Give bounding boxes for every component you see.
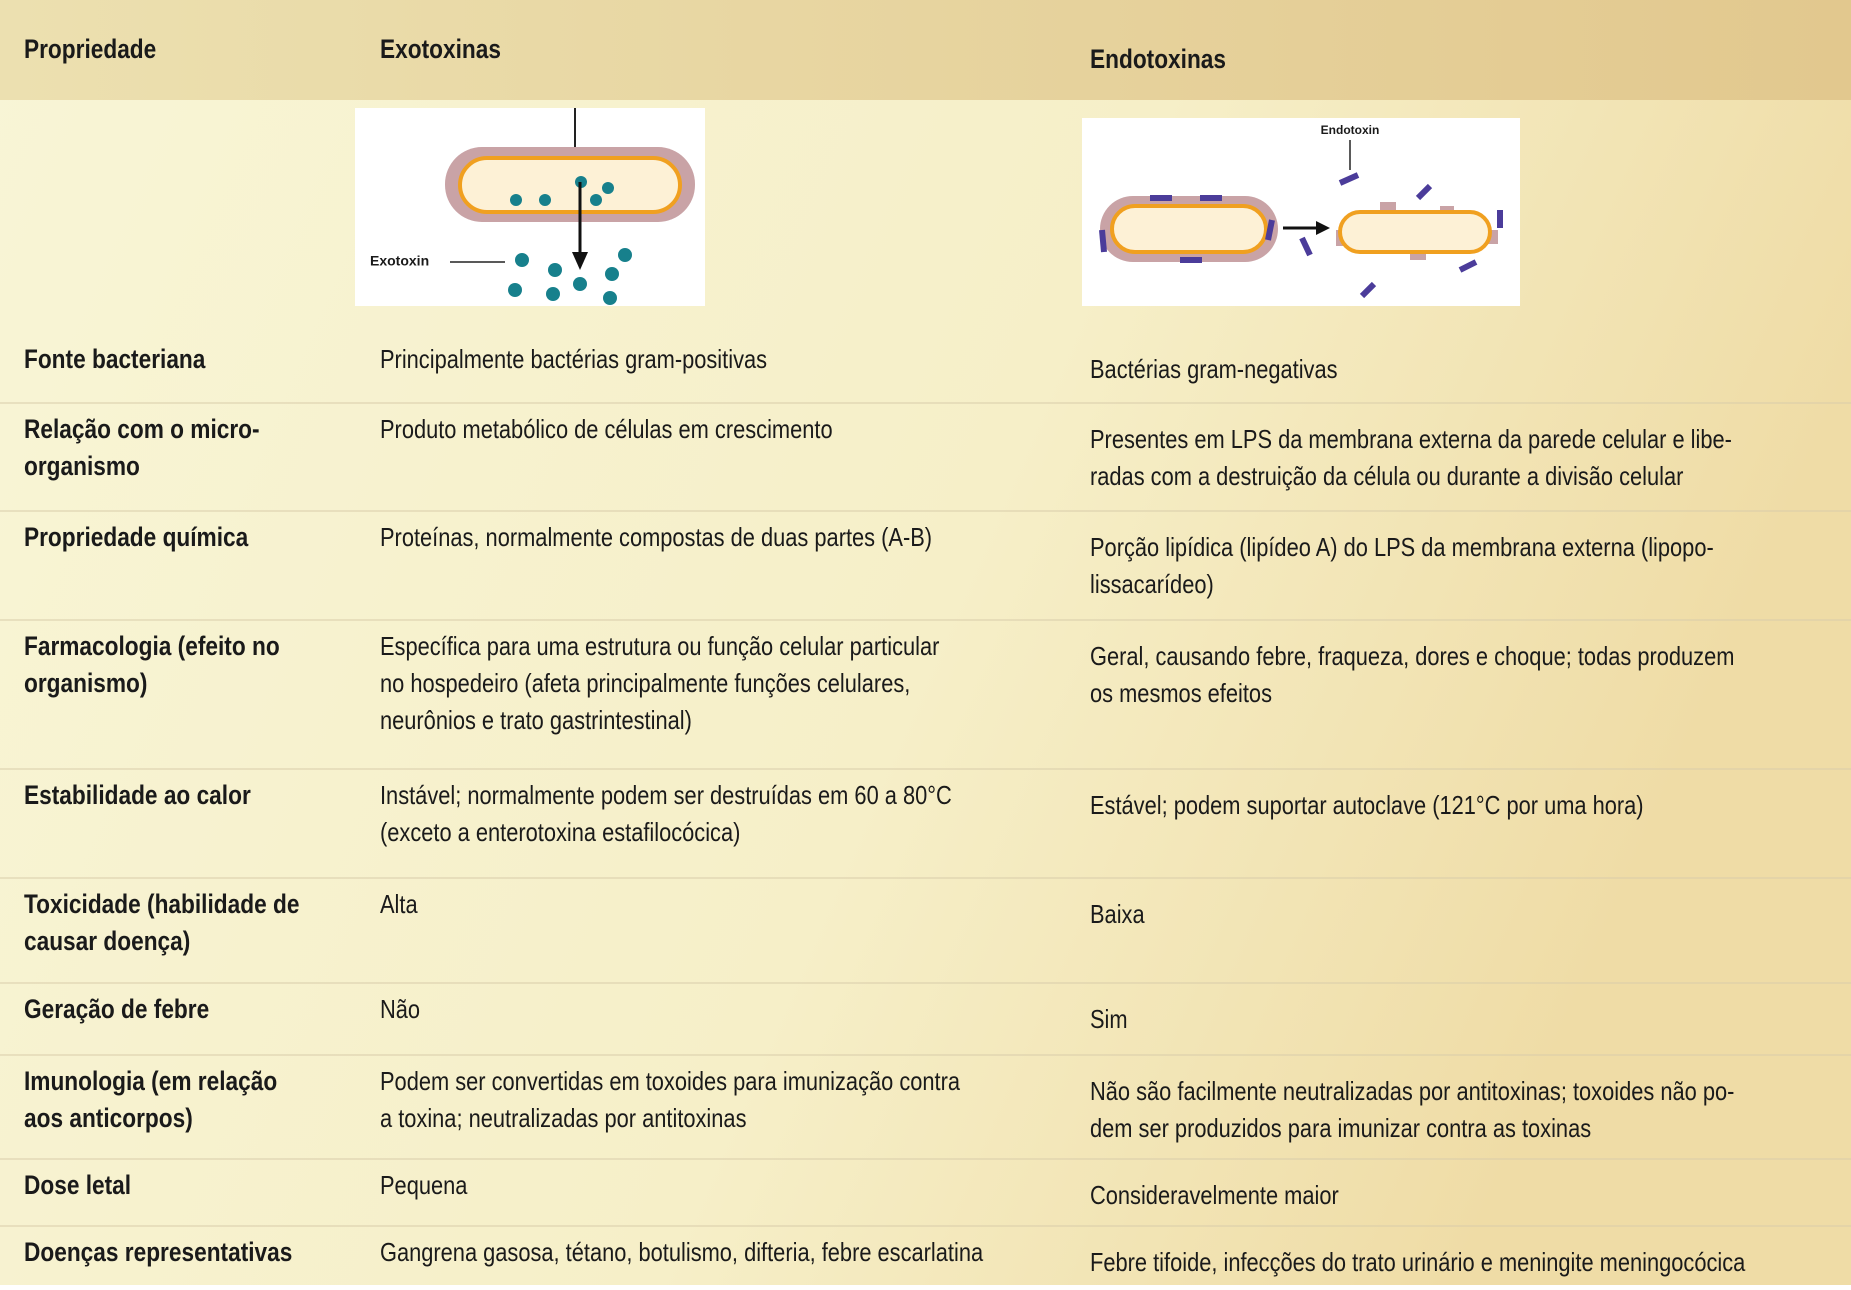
cell-text: (exceto a enterotoxina estafilocócica)	[380, 818, 740, 847]
table-text: Propriedade Exotoxinas Endotoxinas Fonte ba…	[24, 34, 1746, 1277]
cell-text: Instável; normalmente podem ser destruíd…	[380, 781, 952, 810]
row-label: Imunologia (em relação	[24, 1066, 277, 1096]
cell-text: Proteínas, normalmente compostas de duas…	[380, 523, 932, 552]
cell-text: Específica para uma estrutura ou função …	[380, 632, 939, 661]
row-label: Geração de febre	[24, 994, 209, 1024]
cell-text: Geral, causando febre, fraqueza, dores e…	[1090, 642, 1734, 671]
row-label: Farmacologia (efeito no	[24, 631, 280, 661]
row-label: Dose letal	[24, 1170, 131, 1200]
endotoxin-figure: Endotoxin	[1082, 118, 1520, 306]
cell-text: Sim	[1090, 1005, 1128, 1034]
cell-text: Não	[380, 995, 420, 1024]
column-header: Exotoxinas	[380, 34, 501, 64]
row-label: Estabilidade ao calor	[24, 780, 251, 810]
cell-text: Consideravelmente maior	[1090, 1181, 1339, 1210]
cell-text: os mesmos efeitos	[1090, 679, 1272, 708]
row-label: Relação com o micro-	[24, 414, 260, 444]
row-label: causar doença)	[24, 926, 190, 956]
cell-text: Febre tifoide, infecções do trato urinár…	[1090, 1248, 1746, 1277]
cell-text: Alta	[380, 890, 418, 919]
cell-text: Bactérias gram-negativas	[1090, 355, 1338, 384]
cell-text: Principalmente bactérias gram-positivas	[380, 345, 767, 374]
exotoxin-figure: Exotoxin	[355, 108, 705, 306]
cell-text: dem ser produzidos para imunizar contra …	[1090, 1114, 1591, 1143]
cell-text: no hospedeiro (afeta principalmente funç…	[380, 669, 910, 698]
row-label: aos anticorpos)	[24, 1103, 193, 1133]
figure-label: Exotoxin	[370, 253, 429, 269]
figure-label: Endotoxin	[1321, 123, 1380, 137]
column-header: Endotoxinas	[1090, 44, 1226, 74]
cell-text: neurônios e trato gastrintestinal)	[380, 706, 692, 735]
cell-text: Produto metabólico de células em crescim…	[380, 415, 833, 444]
cell-text: Não são facilmente neutralizadas por ant…	[1090, 1077, 1734, 1106]
cell-text: Pequena	[380, 1171, 468, 1200]
row-label: Fonte bacteriana	[24, 344, 206, 374]
row-label: Doenças representativas	[24, 1237, 292, 1267]
cell-text: Porção lipídica (lipídeo A) do LPS da me…	[1090, 533, 1714, 562]
cell-text: Podem ser convertidas em toxoides para i…	[380, 1067, 961, 1096]
column-header: Propriedade	[24, 34, 156, 64]
row-label: Propriedade química	[24, 522, 249, 552]
cell-text: a toxina; neutralizadas por antitoxinas	[380, 1104, 747, 1133]
cell-text: radas com a destruição da célula ou dura…	[1090, 462, 1683, 491]
header-band	[0, 0, 1851, 100]
cell-text: lissacarídeo)	[1090, 570, 1214, 599]
cell-text: Baixa	[1090, 900, 1145, 929]
row-label: organismo)	[24, 668, 147, 698]
cell-text: Estável; podem suportar autoclave (121°C…	[1090, 791, 1644, 820]
cell-text: Presentes em LPS da membrana externa da …	[1090, 425, 1732, 454]
cell-text: Gangrena gasosa, tétano, botulismo, dift…	[380, 1238, 984, 1267]
row-label: organismo	[24, 451, 140, 481]
row-label: Toxicidade (habilidade de	[24, 889, 300, 919]
